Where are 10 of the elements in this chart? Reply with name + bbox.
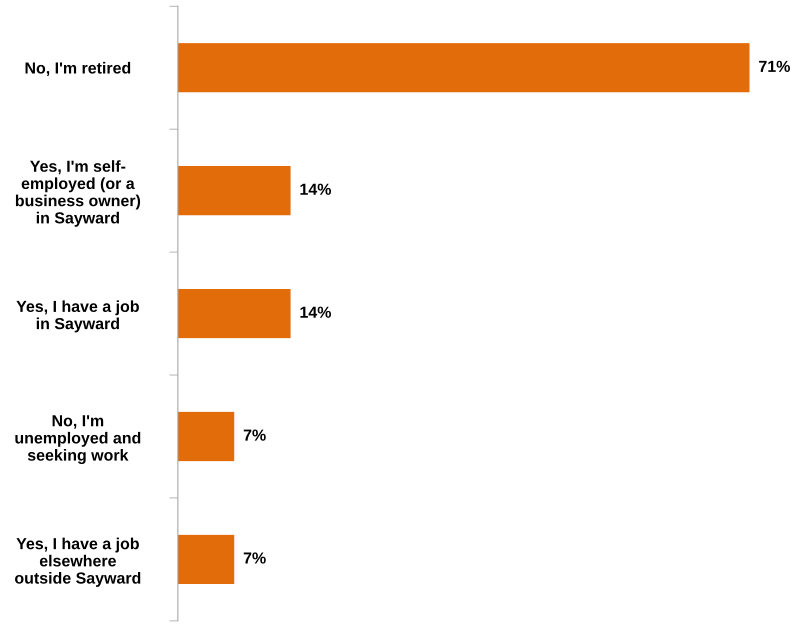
data-label: 7% [244,430,266,441]
data-label: 7% [244,552,266,564]
data-label: 71% [759,60,790,72]
data-label: 14% [300,184,332,195]
y-tick-label: Yes, I have a job elsewhere outside Sayward [15,538,140,587]
data-label: 14% [300,306,332,318]
y-tick-label: No, I'm unemployed and seeking work [15,415,140,464]
y-tick-label: Yes, I'm self- employed (or a business owner) in Sayward [16,160,140,227]
y-tick-label: No, I'm retired [26,62,130,76]
y-tick-label: Yes, I have a job in Sayward [16,300,139,332]
